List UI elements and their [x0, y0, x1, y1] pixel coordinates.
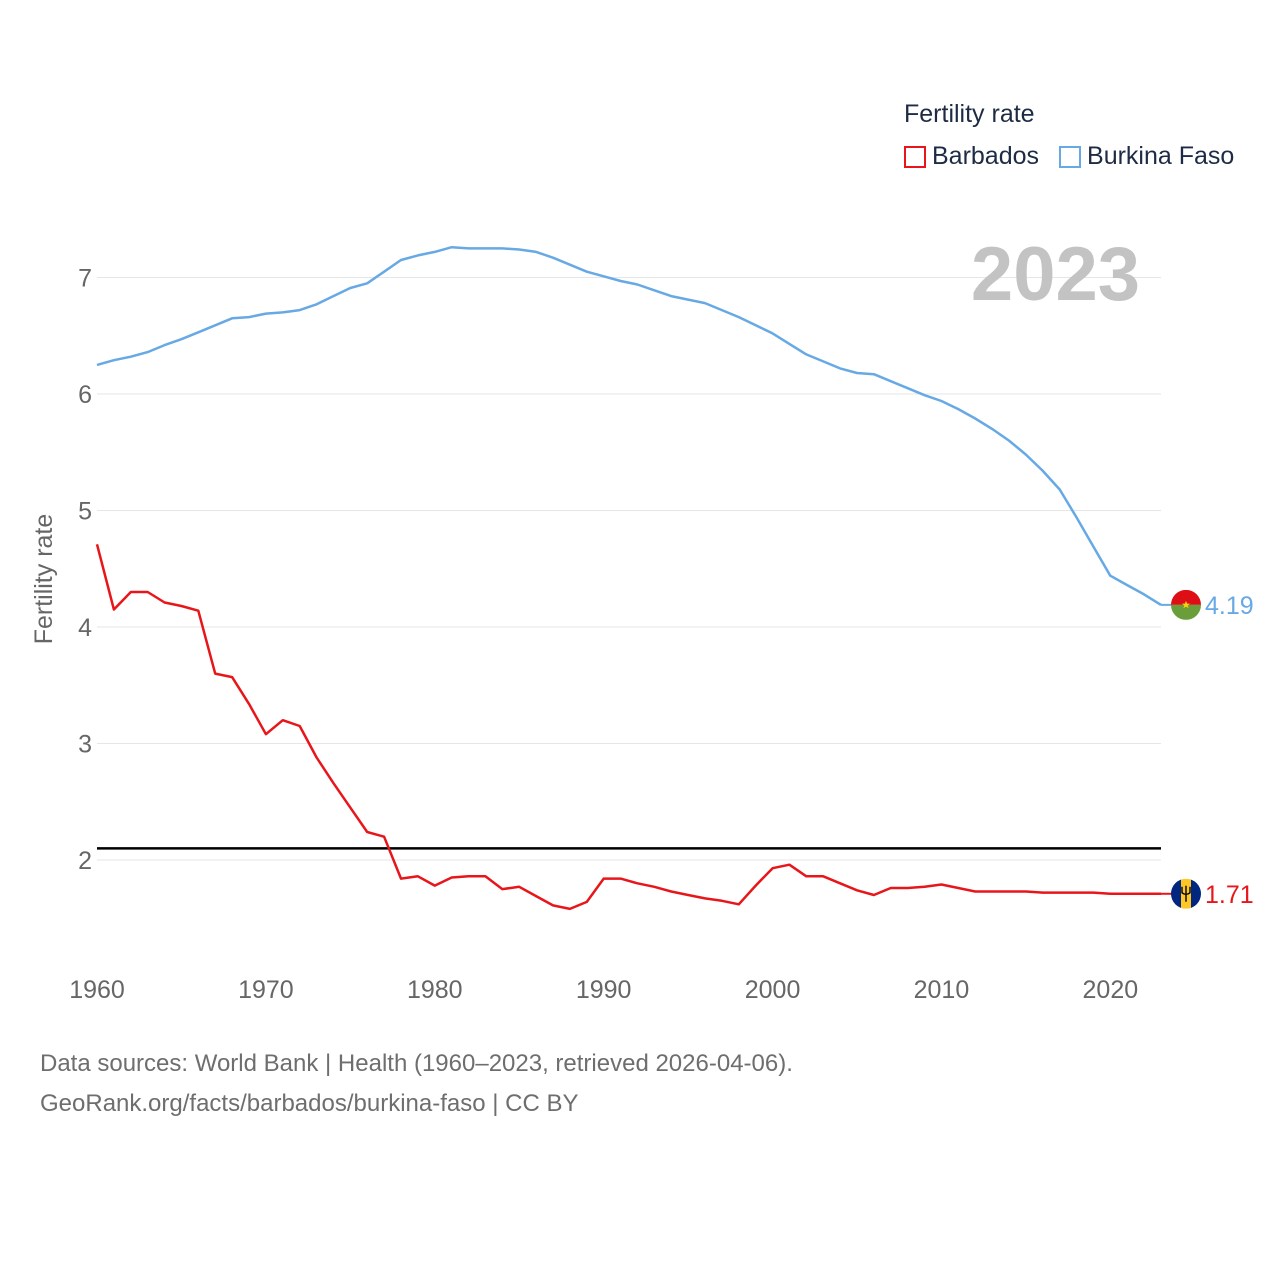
year-label: 2023 [971, 232, 1140, 317]
end-value-label-barbados: 1.71 [1205, 881, 1254, 909]
y-tick-label: 6 [78, 381, 92, 409]
data-sources: Data sources: World Bank | Health (1960–… [40, 1044, 793, 1124]
y-tick-label: 3 [78, 731, 92, 759]
x-tick-label: 1960 [69, 976, 125, 1004]
legend: Barbados Burkina Faso [904, 142, 1254, 171]
legend-swatch-barbados [904, 145, 926, 168]
legend-title: Fertility rate [904, 100, 1035, 128]
series-line-burkina-faso [96, 245, 1162, 606]
x-tick-label: 2000 [745, 976, 801, 1004]
barbados-flag-icon [1171, 878, 1201, 909]
end-markers: 1.71 4.19 [1161, 589, 1254, 909]
x-tick-label: 1990 [576, 976, 632, 1004]
x-tick-label: 1980 [407, 976, 463, 1004]
legend-label-burkina-faso: Burkina Faso [1087, 142, 1235, 170]
y-axis-label: Fertility rate [30, 514, 58, 645]
x-tick-label: 1970 [238, 976, 294, 1004]
sources-line: Data sources: World Bank | Health (1960–… [40, 1050, 793, 1077]
attribution-line: GeoRank.org/facts/barbados/burkina-faso … [40, 1090, 579, 1117]
x-tick-label: 2010 [914, 976, 970, 1004]
legend-label-barbados: Barbados [932, 142, 1040, 170]
legend-item-burkina-faso[interactable]: Burkina Faso [1059, 142, 1234, 171]
y-tick-label: 2 [78, 847, 92, 875]
x-axis-ticks: 1960 1970 1980 1990 2000 2010 2020 [69, 976, 1138, 1004]
y-tick-label: 7 [78, 265, 92, 293]
series-lines [95, 245, 1162, 911]
series-line-barbados [95, 543, 1161, 911]
legend-swatch-burkina-faso [1059, 145, 1082, 168]
legend-item-barbados[interactable]: Barbados [904, 142, 1039, 171]
gridlines [97, 277, 1161, 861]
y-tick-label: 4 [78, 614, 92, 642]
burkina-faso-flag-icon [1171, 589, 1201, 620]
x-tick-label: 2020 [1083, 976, 1139, 1004]
end-value-label-burkina-faso: 4.19 [1205, 592, 1254, 620]
y-tick-label: 5 [78, 498, 92, 526]
y-axis-ticks: 2 3 4 5 6 7 [78, 265, 92, 876]
